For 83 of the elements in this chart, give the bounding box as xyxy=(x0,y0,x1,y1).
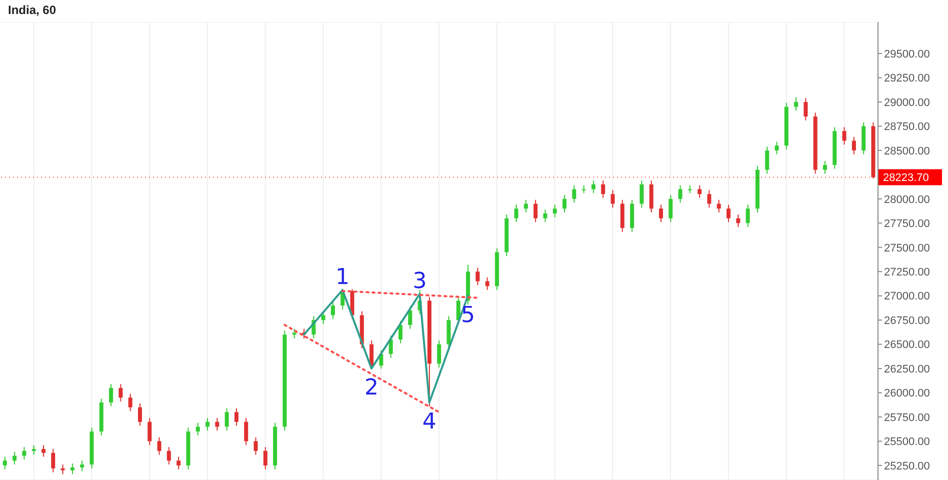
candlestick xyxy=(196,422,200,436)
ref-line-label: 28223.70 xyxy=(883,172,929,184)
candlestick xyxy=(658,204,663,223)
candlestick xyxy=(736,214,740,228)
candlestick xyxy=(640,180,644,208)
candlestick xyxy=(572,184,576,204)
annotation: 3 xyxy=(412,268,427,294)
y-tick-label: 26750.00 xyxy=(884,314,930,327)
candlestick xyxy=(32,444,36,456)
candlestick xyxy=(148,417,152,446)
candlestick xyxy=(698,184,702,198)
y-tick-label: 26000.00 xyxy=(884,388,930,400)
y-tick-label: 29500.00 xyxy=(884,48,930,60)
candlestick xyxy=(678,184,682,204)
candlestick xyxy=(80,460,84,472)
candlestick xyxy=(234,408,238,426)
candlestick xyxy=(804,98,808,121)
y-tick-label: 27500.00 xyxy=(884,242,930,254)
y-tick-label: 27750.00 xyxy=(884,218,930,230)
candlestick xyxy=(726,204,731,223)
candlestick xyxy=(476,267,480,286)
candlestick xyxy=(41,444,46,458)
candlestick xyxy=(254,436,258,456)
candlestick xyxy=(552,204,557,218)
candlestick xyxy=(562,194,566,213)
candlestick xyxy=(157,436,162,456)
candlestick xyxy=(224,408,229,432)
candlestick xyxy=(330,301,335,320)
candlestick xyxy=(716,199,721,213)
candlestick xyxy=(514,204,518,223)
candlestick xyxy=(842,126,846,146)
candlestick xyxy=(215,417,220,432)
candlestick xyxy=(138,402,142,426)
candlestick xyxy=(591,180,596,194)
candlestick xyxy=(485,276,490,291)
candlestick xyxy=(774,141,779,155)
y-tick-label: 29250.00 xyxy=(884,72,930,85)
candlestick xyxy=(12,451,17,465)
candlestick xyxy=(321,310,326,324)
candlestick xyxy=(746,204,750,228)
candlestick xyxy=(176,456,181,470)
candlestick xyxy=(524,199,528,213)
candlestick xyxy=(601,180,606,198)
y-tick-label: 26500.00 xyxy=(884,339,930,352)
annotation: 2 xyxy=(364,376,378,401)
y-tick-label: 25250.00 xyxy=(884,460,930,472)
candlestick xyxy=(22,446,26,460)
annotation: 5 xyxy=(460,302,475,328)
candlestick xyxy=(543,209,548,223)
candlestick xyxy=(534,199,538,223)
y-tick-label: 29000.00 xyxy=(884,96,930,109)
y-tick-label: 28750.00 xyxy=(884,121,930,134)
y-tick-label: 28000.00 xyxy=(884,194,930,206)
candlestick xyxy=(668,194,673,223)
candlestick xyxy=(109,384,114,407)
y-tick-label: 25500.00 xyxy=(884,436,930,448)
candlestick xyxy=(263,446,268,470)
candlestick xyxy=(408,306,412,330)
candlestick xyxy=(437,340,442,368)
candlestick xyxy=(707,190,712,208)
candlestick xyxy=(2,456,7,470)
candlestick xyxy=(794,96,798,112)
candlestick xyxy=(70,463,74,475)
annotation: 1 xyxy=(336,265,350,290)
candlestick xyxy=(118,384,123,402)
candlestick xyxy=(292,328,296,339)
y-tick-label: 27000.00 xyxy=(884,290,930,303)
candlestick xyxy=(60,464,65,475)
candlestick xyxy=(765,146,770,174)
y-tick-label: 25750.00 xyxy=(884,412,930,424)
y-tick-label: 27250.00 xyxy=(884,266,930,279)
candlestick xyxy=(128,393,132,412)
annotation: 4 xyxy=(422,409,436,434)
candlestick xyxy=(823,160,828,174)
y-tick-label: 28500.00 xyxy=(884,145,930,158)
candlestick xyxy=(51,448,56,473)
candlestick xyxy=(610,190,615,208)
candlestick xyxy=(852,136,856,155)
candlestick xyxy=(244,417,248,446)
candlestick xyxy=(206,417,210,432)
candlestick xyxy=(166,446,171,465)
chart-title: India, 60 xyxy=(8,3,56,17)
y-tick-label: 26250.00 xyxy=(884,363,930,376)
